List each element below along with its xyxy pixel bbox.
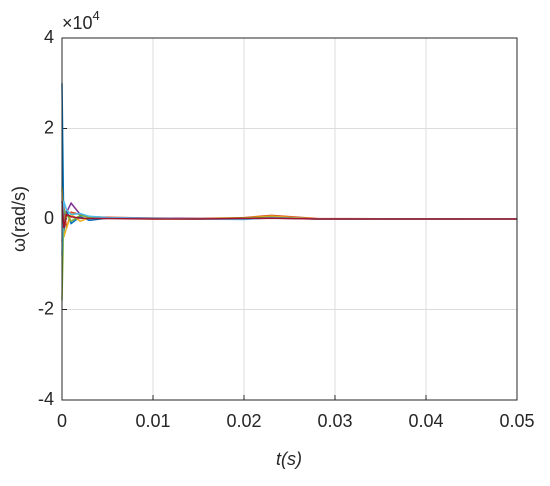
y-tick-label: 4 (44, 27, 54, 47)
y-tick-label: -2 (38, 298, 54, 318)
data-line (61, 200, 517, 229)
x-tick-label: 0.05 (499, 411, 534, 431)
y-tick-label: 0 (44, 208, 54, 228)
x-tick-label: 0.02 (226, 411, 261, 431)
y-axis-label: ω(rad/s) (9, 186, 29, 252)
data-line (61, 187, 517, 238)
y-tick-label: -4 (38, 389, 54, 409)
data-line (61, 207, 517, 301)
multiplier-base: ×10 (62, 13, 93, 33)
x-tick-label: 0 (57, 411, 67, 431)
data-line (61, 205, 518, 242)
plot-frame (61, 37, 518, 401)
x-tick-label: 0.01 (135, 411, 170, 431)
x-axis-label: t(s) (276, 449, 302, 469)
y-tick-label: 2 (44, 117, 54, 137)
x-tick-label: 0.03 (317, 411, 352, 431)
data-line (61, 200, 517, 256)
multiplier-exponent: 4 (93, 8, 100, 23)
x-tick-label: 0.04 (408, 411, 443, 431)
data-line (61, 83, 517, 233)
y-multiplier: ×104 (62, 8, 100, 32)
